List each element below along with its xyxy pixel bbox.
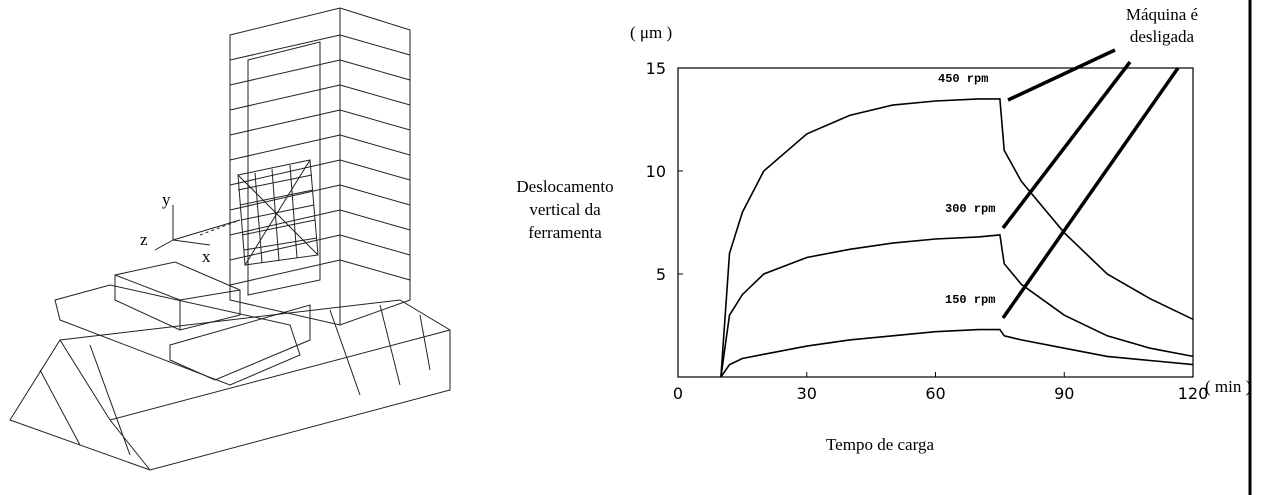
annotation-arrows: [1001, 48, 1180, 320]
plot-frame: [677, 67, 1194, 378]
drawing-axis-label: z: [140, 230, 148, 249]
y-tick-label: 5: [656, 265, 666, 284]
drawing-axis-label: x: [202, 247, 211, 266]
y-tick-label: 15: [646, 59, 666, 78]
column-side-lines: [339, 34, 411, 281]
series-line: [720, 98, 1194, 378]
x-label: Tempo de carga: [826, 435, 934, 454]
annotation-line: desligada: [1130, 27, 1195, 46]
coord-dash: [199, 219, 241, 236]
x-tick-label: 90: [1054, 384, 1074, 403]
machine-drawing: [9, 7, 451, 471]
y-unit: ( μm ): [630, 23, 672, 42]
coord-axes: [154, 205, 241, 251]
x-tick-label: 30: [797, 384, 817, 403]
series-line: [720, 328, 1194, 378]
annotation-pointer: [1007, 48, 1116, 102]
annotation-pointer: [1001, 60, 1132, 230]
y-label-line: ferramenta: [528, 223, 602, 242]
drawing-axis-label: y: [162, 190, 171, 209]
spindle-mesh: [237, 159, 319, 266]
column-window: [247, 41, 321, 296]
table-lines: [114, 274, 311, 381]
x-tick-label: 0: [673, 384, 683, 403]
x-unit: ( min ): [1205, 377, 1251, 396]
base-lines: [39, 304, 451, 471]
saddle: [54, 284, 301, 386]
column-lines: [229, 34, 341, 286]
x-tick-label: 60: [925, 384, 945, 403]
y-label-line: vertical da: [529, 200, 601, 219]
series-line: [720, 234, 1194, 378]
series-label: 450 rpm: [938, 72, 988, 86]
table-top: [114, 261, 241, 331]
y-tick-label: 10: [646, 162, 666, 181]
series-label: 150 rpm: [945, 293, 995, 307]
series-label: 300 rpm: [945, 202, 995, 216]
annotation-pointer: [1001, 66, 1180, 320]
y-label-line: Deslocamento: [516, 177, 613, 196]
x-tick-label: 120: [1178, 384, 1209, 403]
annotation-line: Máquina é: [1126, 5, 1198, 24]
